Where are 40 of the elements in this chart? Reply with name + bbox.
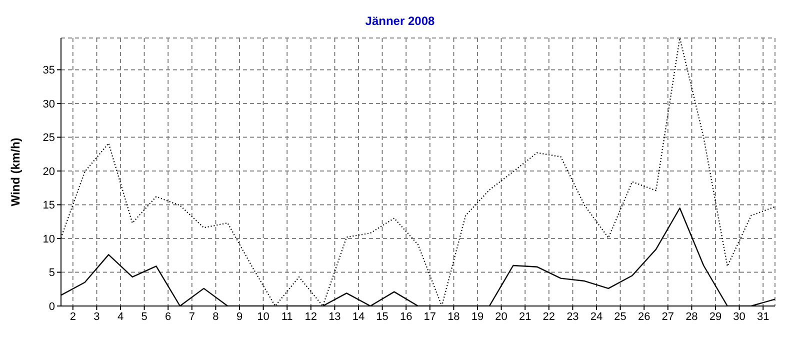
x-tick-label: 21 xyxy=(518,310,532,323)
y-tick-label: 25 xyxy=(42,132,55,144)
x-tick-label: 20 xyxy=(495,310,508,323)
chart-title: Jänner 2008 xyxy=(364,13,436,30)
x-tick-label: 23 xyxy=(566,310,579,323)
x-tick-label: 19 xyxy=(471,310,484,323)
y-tick-label: 15 xyxy=(42,200,55,212)
x-tick-label: 24 xyxy=(590,310,603,323)
x-tick-label: 25 xyxy=(614,310,626,323)
x-tick-label: 4 xyxy=(117,310,124,323)
x-tick-label: 16 xyxy=(400,310,412,323)
y-tick-label: 30 xyxy=(42,98,55,110)
x-tick-label: 15 xyxy=(376,310,388,323)
x-tick-label: 5 xyxy=(141,310,148,323)
x-tick-label: 11 xyxy=(281,310,293,323)
x-tick-label: 17 xyxy=(424,310,436,323)
x-tick-label: 26 xyxy=(638,310,650,323)
x-tick-label: 12 xyxy=(304,310,318,323)
x-tick-label: 29 xyxy=(709,310,722,323)
x-tick-label: 3 xyxy=(94,310,100,323)
y-tick-label: 35 xyxy=(42,64,55,77)
y-tick-label: 5 xyxy=(48,267,55,280)
x-tick-label: 18 xyxy=(448,310,460,323)
y-tick-label: 10 xyxy=(42,233,55,246)
y-tick-label: 0 xyxy=(48,300,55,313)
x-tick-label: 28 xyxy=(686,310,698,323)
x-tick-label: 30 xyxy=(733,310,746,323)
x-tick-label: 10 xyxy=(257,310,270,323)
x-tick-label: 22 xyxy=(542,310,556,323)
x-tick-label: 31 xyxy=(756,310,770,323)
x-tick-label: 7 xyxy=(188,310,195,323)
x-tick-label: 2 xyxy=(70,310,76,323)
x-tick-label: 27 xyxy=(662,310,674,323)
x-tick-label: 14 xyxy=(352,310,365,323)
y-axis-title: Wind (km/h) xyxy=(8,138,22,206)
x-tick-label: 13 xyxy=(328,310,341,323)
x-tick-label: 6 xyxy=(165,310,172,323)
x-tick-label: 9 xyxy=(236,310,243,323)
x-tick-label: 8 xyxy=(212,310,219,323)
y-tick-label: 20 xyxy=(42,166,55,178)
